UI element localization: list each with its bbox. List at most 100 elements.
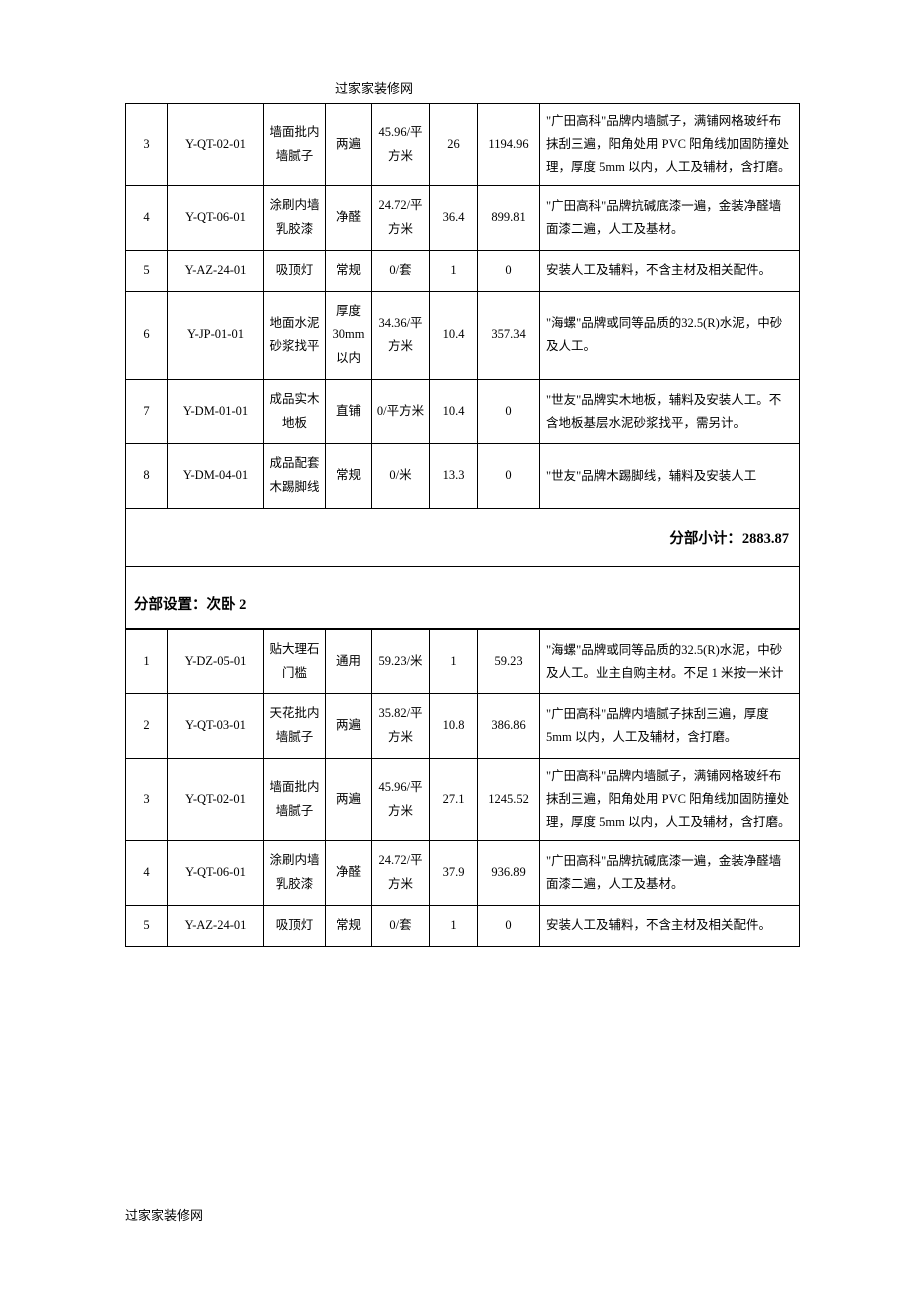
cell-total: 59.23: [478, 629, 540, 694]
cell-code: Y-QT-02-01: [168, 758, 264, 840]
cell-spec: 两遍: [326, 694, 372, 759]
table-row: 7Y-DM-01-01成品实木地板直铺0/平方米10.40"世友"品牌实木地板，…: [126, 379, 800, 444]
cell-total: 899.81: [478, 186, 540, 251]
cell-name: 墙面批内墙腻子: [264, 758, 326, 840]
table-row: 5Y-AZ-24-01吸顶灯常规0/套10安装人工及辅料，不含主材及相关配件。: [126, 250, 800, 291]
table-row: 6Y-JP-01-01地面水泥砂浆找平厚度30mm以内34.36/平方米10.4…: [126, 291, 800, 379]
cell-price: 45.96/平方米: [372, 758, 430, 840]
table-row: 1Y-DZ-05-01贴大理石门槛通用59.23/米159.23"海螺"品牌或同…: [126, 629, 800, 694]
cell-price: 59.23/米: [372, 629, 430, 694]
cell-desc: "世友"品牌实木地板，辅料及安装人工。不含地板基层水泥砂浆找平，需另计。: [540, 379, 800, 444]
cell-desc: "海螺"品牌或同等品质的32.5(R)水泥，中砂及人工。: [540, 291, 800, 379]
cell-name: 吸顶灯: [264, 905, 326, 946]
quotation-table-1: 3Y-QT-02-01墙面批内墙腻子两遍45.96/平方米261194.96"广…: [125, 104, 800, 509]
cell-code: Y-QT-06-01: [168, 186, 264, 251]
cell-qty: 10.8: [430, 694, 478, 759]
cell-name: 成品配套木踢脚线: [264, 444, 326, 509]
cell-price: 45.96/平方米: [372, 104, 430, 186]
cell-total: 0: [478, 379, 540, 444]
cell-price: 35.82/平方米: [372, 694, 430, 759]
cell-spec: 常规: [326, 250, 372, 291]
cell-idx: 1: [126, 629, 168, 694]
cell-name: 涂刷内墙乳胶漆: [264, 841, 326, 906]
document-page: 过家家装修网 3Y-QT-02-01墙面批内墙腻子两遍45.96/平方米2611…: [0, 0, 920, 947]
cell-qty: 27.1: [430, 758, 478, 840]
cell-name: 涂刷内墙乳胶漆: [264, 186, 326, 251]
cell-qty: 26: [430, 104, 478, 186]
cell-desc: 安装人工及辅料，不含主材及相关配件。: [540, 905, 800, 946]
cell-qty: 36.4: [430, 186, 478, 251]
cell-idx: 6: [126, 291, 168, 379]
cell-idx: 2: [126, 694, 168, 759]
table-row: 4Y-QT-06-01涂刷内墙乳胶漆净醛24.72/平方米37.9936.89"…: [126, 841, 800, 906]
cell-code: Y-DM-04-01: [168, 444, 264, 509]
cell-total: 0: [478, 444, 540, 509]
cell-idx: 5: [126, 905, 168, 946]
subtotal-label: 分部小计：: [669, 531, 742, 547]
table-row: 8Y-DM-04-01成品配套木踢脚线常规0/米13.30"世友"品牌木踢脚线，…: [126, 444, 800, 509]
cell-idx: 3: [126, 104, 168, 186]
cell-desc: "世友"品牌木踢脚线，辅料及安装人工: [540, 444, 800, 509]
cell-code: Y-DZ-05-01: [168, 629, 264, 694]
cell-name: 天花批内墙腻子: [264, 694, 326, 759]
cell-idx: 7: [126, 379, 168, 444]
section-title: 分部设置：次卧 2: [125, 585, 800, 629]
cell-total: 357.34: [478, 291, 540, 379]
cell-name: 地面水泥砂浆找平: [264, 291, 326, 379]
cell-name: 墙面批内墙腻子: [264, 104, 326, 186]
cell-price: 0/套: [372, 905, 430, 946]
cell-qty: 1: [430, 629, 478, 694]
cell-idx: 3: [126, 758, 168, 840]
cell-total: 0: [478, 250, 540, 291]
cell-spec: 两遍: [326, 758, 372, 840]
table-row: 5Y-AZ-24-01吸顶灯常规0/套10安装人工及辅料，不含主材及相关配件。: [126, 905, 800, 946]
cell-code: Y-JP-01-01: [168, 291, 264, 379]
cell-code: Y-QT-02-01: [168, 104, 264, 186]
cell-total: 1245.52: [478, 758, 540, 840]
subtotal-value: 2883.87: [742, 531, 789, 547]
cell-price: 0/平方米: [372, 379, 430, 444]
cell-name: 成品实木地板: [264, 379, 326, 444]
table-row: 3Y-QT-02-01墙面批内墙腻子两遍45.96/平方米27.11245.52…: [126, 758, 800, 840]
cell-name: 贴大理石门槛: [264, 629, 326, 694]
cell-spec: 常规: [326, 905, 372, 946]
cell-name: 吸顶灯: [264, 250, 326, 291]
cell-code: Y-AZ-24-01: [168, 250, 264, 291]
table-row: 3Y-QT-02-01墙面批内墙腻子两遍45.96/平方米261194.96"广…: [126, 104, 800, 186]
table-row: 4Y-QT-06-01涂刷内墙乳胶漆净醛24.72/平方米36.4899.81"…: [126, 186, 800, 251]
cell-spec: 两遍: [326, 104, 372, 186]
cell-spec: 净醛: [326, 841, 372, 906]
cell-desc: "广田高科"品牌内墙腻子，满铺网格玻纤布抹刮三遍，阳角处用 PVC 阳角线加固防…: [540, 104, 800, 186]
cell-qty: 37.9: [430, 841, 478, 906]
section-gap: [125, 567, 800, 585]
cell-qty: 1: [430, 905, 478, 946]
table-row: 2Y-QT-03-01天花批内墙腻子两遍35.82/平方米10.8386.86"…: [126, 694, 800, 759]
cell-qty: 10.4: [430, 291, 478, 379]
cell-code: Y-AZ-24-01: [168, 905, 264, 946]
cell-total: 386.86: [478, 694, 540, 759]
cell-desc: "广田高科"品牌内墙腻子，满铺网格玻纤布抹刮三遍，阳角处用 PVC 阳角线加固防…: [540, 758, 800, 840]
cell-total: 0: [478, 905, 540, 946]
cell-price: 0/米: [372, 444, 430, 509]
cell-qty: 13.3: [430, 444, 478, 509]
cell-desc: 安装人工及辅料，不含主材及相关配件。: [540, 250, 800, 291]
cell-idx: 4: [126, 841, 168, 906]
cell-price: 24.72/平方米: [372, 841, 430, 906]
cell-price: 0/套: [372, 250, 430, 291]
cell-desc: "海螺"品牌或同等品质的32.5(R)水泥，中砂及人工。业主自购主材。不足 1 …: [540, 629, 800, 694]
page-header: 过家家装修网: [125, 78, 800, 104]
cell-spec: 直铺: [326, 379, 372, 444]
cell-code: Y-DM-01-01: [168, 379, 264, 444]
cell-code: Y-QT-03-01: [168, 694, 264, 759]
cell-qty: 1: [430, 250, 478, 291]
cell-price: 24.72/平方米: [372, 186, 430, 251]
cell-spec: 常规: [326, 444, 372, 509]
cell-spec: 净醛: [326, 186, 372, 251]
cell-spec: 厚度30mm以内: [326, 291, 372, 379]
page-footer: 过家家装修网: [125, 1205, 203, 1224]
cell-idx: 8: [126, 444, 168, 509]
cell-total: 936.89: [478, 841, 540, 906]
cell-idx: 4: [126, 186, 168, 251]
cell-spec: 通用: [326, 629, 372, 694]
quotation-table-2: 1Y-DZ-05-01贴大理石门槛通用59.23/米159.23"海螺"品牌或同…: [125, 629, 800, 947]
